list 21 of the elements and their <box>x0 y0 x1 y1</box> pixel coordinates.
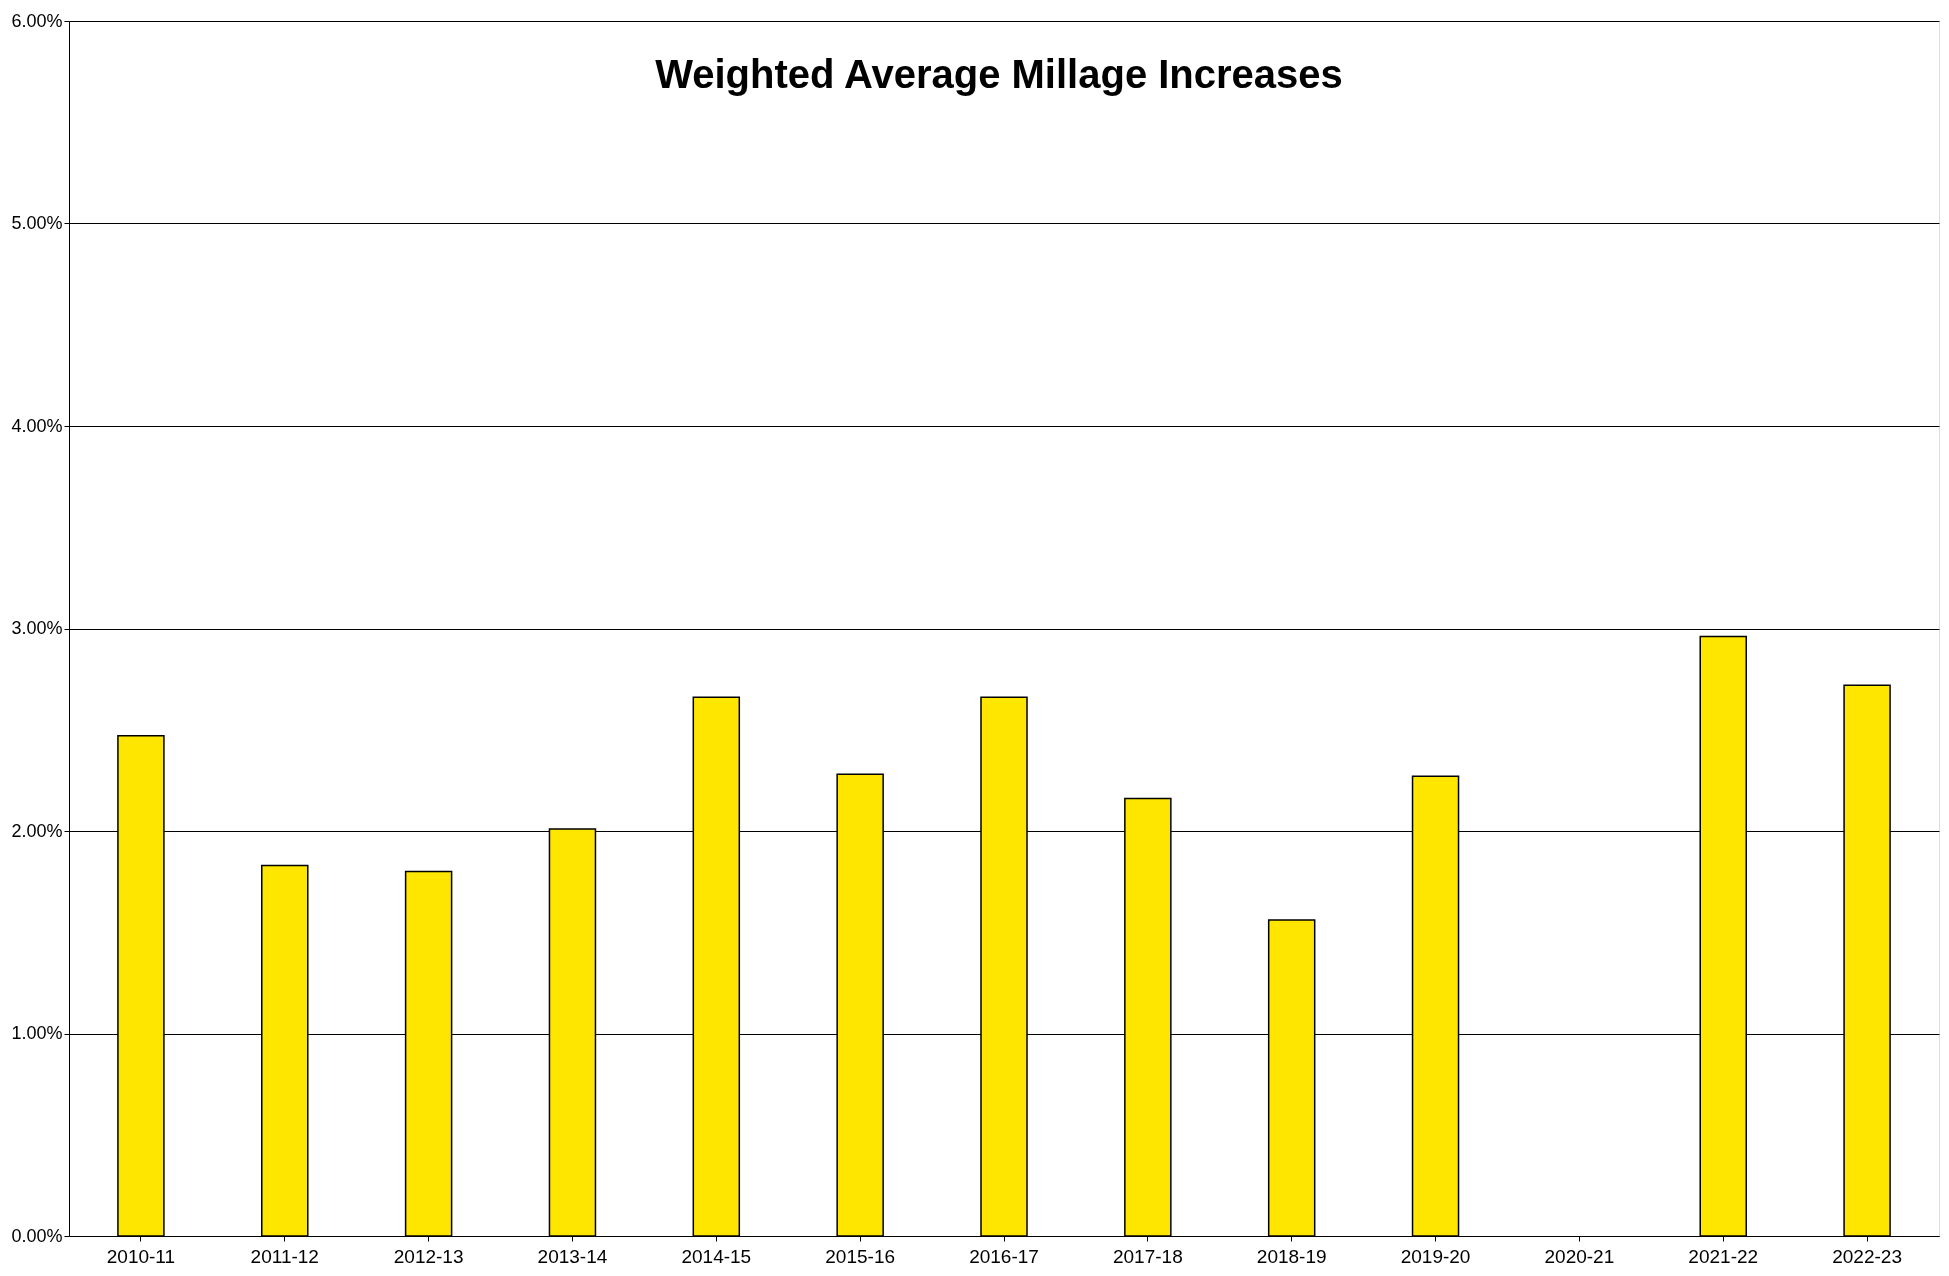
text: Weighted Average Millage Increases <box>655 52 1343 96</box>
y-tick-label: 3.00% <box>11 618 63 638</box>
y-tick-label: 0.00% <box>11 1225 63 1246</box>
y-tick-label: 6.00% <box>11 10 63 31</box>
x-tick-label: 2018-19 <box>1256 1245 1327 1267</box>
x-tick-label: 2020-21 <box>1544 1245 1615 1267</box>
x-tick-label: 2013-14 <box>537 1245 608 1267</box>
x-tick-label: 2011-12 <box>250 1245 319 1267</box>
x-tick-label: 2015-16 <box>825 1245 896 1267</box>
x-tick-label: 2010-11 <box>106 1245 176 1267</box>
y-tick-label: 5.00% <box>11 213 63 233</box>
x-tick-label: 2022-23 <box>1832 1245 1902 1267</box>
x-tick-label: 2014-15 <box>681 1245 752 1267</box>
x-tick-label: 2012-13 <box>393 1245 464 1267</box>
y-tick-label: 2.00% <box>11 820 63 841</box>
x-tick-label: 2021-22 <box>1688 1245 1759 1267</box>
y-tick-label: 1.00% <box>11 1023 63 1043</box>
y-tick-label: 4.00% <box>11 415 63 436</box>
x-tick-label: 2019-20 <box>1400 1245 1471 1267</box>
x-tick-label: 2016-17 <box>969 1245 1039 1267</box>
x-tick-label: 2017-18 <box>1112 1245 1183 1267</box>
